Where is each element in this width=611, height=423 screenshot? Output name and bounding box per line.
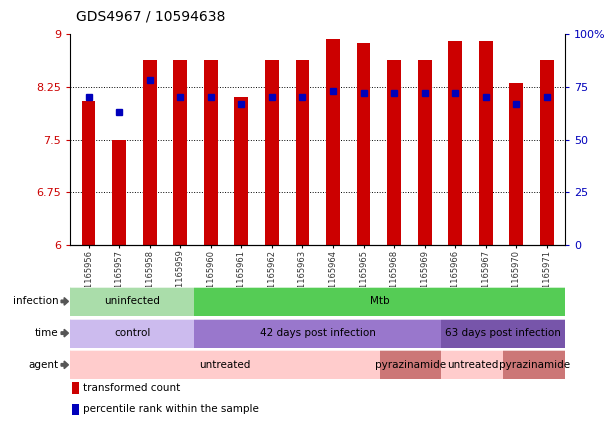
Text: 63 days post infection: 63 days post infection <box>445 328 562 338</box>
Text: transformed count: transformed count <box>82 383 180 393</box>
Bar <box>82 101 95 245</box>
Bar <box>70 287 194 316</box>
Bar <box>442 319 565 348</box>
Bar <box>503 350 565 379</box>
Bar <box>112 140 126 245</box>
Bar <box>204 60 218 245</box>
Bar <box>70 350 379 379</box>
Bar <box>194 319 442 348</box>
Bar <box>540 60 554 245</box>
Bar <box>235 97 248 245</box>
Bar <box>510 83 523 245</box>
Bar <box>479 41 492 245</box>
Bar <box>71 382 79 394</box>
Text: uninfected: uninfected <box>104 297 160 306</box>
Text: untreated: untreated <box>199 360 251 370</box>
Bar <box>194 287 565 316</box>
Text: Mtb: Mtb <box>370 297 389 306</box>
Bar <box>379 350 441 379</box>
Bar <box>71 404 79 415</box>
Text: pyrazinamide: pyrazinamide <box>375 360 446 370</box>
Bar <box>418 60 431 245</box>
Bar <box>357 43 370 245</box>
Text: time: time <box>35 328 59 338</box>
Bar <box>387 60 401 245</box>
Text: control: control <box>114 328 150 338</box>
Text: infection: infection <box>13 297 59 306</box>
Text: percentile rank within the sample: percentile rank within the sample <box>82 404 258 415</box>
Text: agent: agent <box>29 360 59 370</box>
Text: 42 days post infection: 42 days post infection <box>260 328 376 338</box>
Text: untreated: untreated <box>447 360 498 370</box>
Bar <box>70 319 194 348</box>
Bar <box>143 60 156 245</box>
Bar <box>174 60 187 245</box>
Text: GDS4967 / 10594638: GDS4967 / 10594638 <box>76 9 225 23</box>
Bar <box>442 350 503 379</box>
Text: pyrazinamide: pyrazinamide <box>499 360 570 370</box>
Bar <box>265 60 279 245</box>
Bar <box>326 39 340 245</box>
Bar <box>296 60 309 245</box>
Bar <box>448 41 462 245</box>
